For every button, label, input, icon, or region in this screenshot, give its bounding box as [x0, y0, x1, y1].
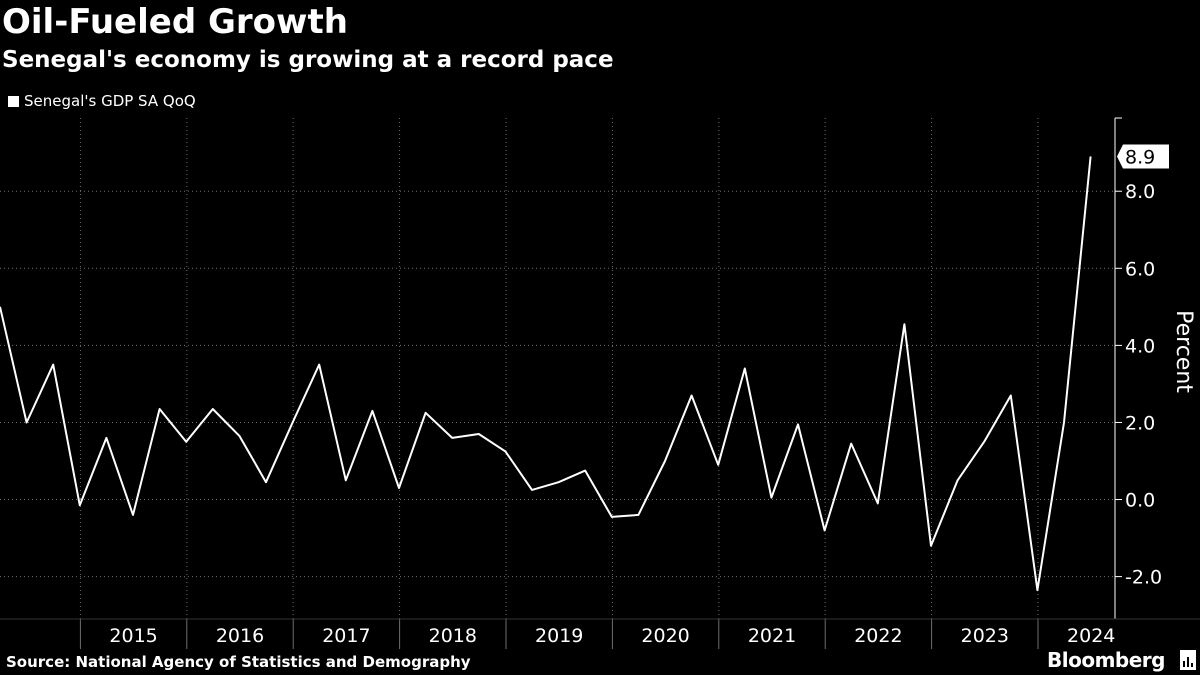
x-tick-label: 2017 [322, 625, 370, 647]
legend-swatch [8, 95, 19, 107]
source-note: Source: National Agency of Statistics an… [6, 653, 471, 671]
chart-subtitle: Senegal's economy is growing at a record… [2, 47, 614, 73]
legend: Senegal's GDP SA QoQ [8, 91, 196, 111]
axis-layer: -2.0 0.0 2.0 4.0 6.0 8.0 2015 2016 2017 2018 2019 2… [0, 117, 1200, 649]
y-tick-label: 8.0 [1125, 181, 1155, 203]
x-tick-label: 2021 [748, 625, 796, 647]
bloomberg-terminal-icon [1180, 650, 1196, 670]
x-tick-label: 2022 [854, 625, 902, 647]
y-tick-label: 0.0 [1125, 490, 1155, 512]
y-tick-label: 6.0 [1125, 258, 1155, 280]
y-tick-label: -2.0 [1125, 567, 1162, 589]
series-layer [0, 156, 1092, 592]
legend-label: Senegal's GDP SA QoQ [24, 92, 196, 110]
y-tick-label: 2.0 [1125, 412, 1155, 434]
x-tick-label: 2023 [961, 625, 1009, 647]
x-tick-label: 2020 [641, 625, 689, 647]
x-tick-label: 2019 [535, 625, 583, 647]
x-tick-label: 2015 [109, 625, 157, 647]
gdp-series-line [0, 156, 1092, 592]
x-tick-label: 2016 [216, 625, 264, 647]
bloomberg-logo: Bloomberg [1047, 648, 1165, 672]
label-layer: 8.9 [1117, 144, 1169, 169]
y-tick-label: 4.0 [1125, 335, 1155, 357]
last-value-callout [1117, 144, 1169, 169]
x-tick-label: 2018 [429, 625, 477, 647]
x-tick-label: 2024 [1067, 625, 1115, 647]
grid-layer [0, 118, 1115, 619]
y-axis-title: Percent [1171, 310, 1196, 393]
last-value-label: 8.9 [1125, 147, 1155, 169]
chart-title: Oil-Fueled Growth [2, 2, 348, 42]
